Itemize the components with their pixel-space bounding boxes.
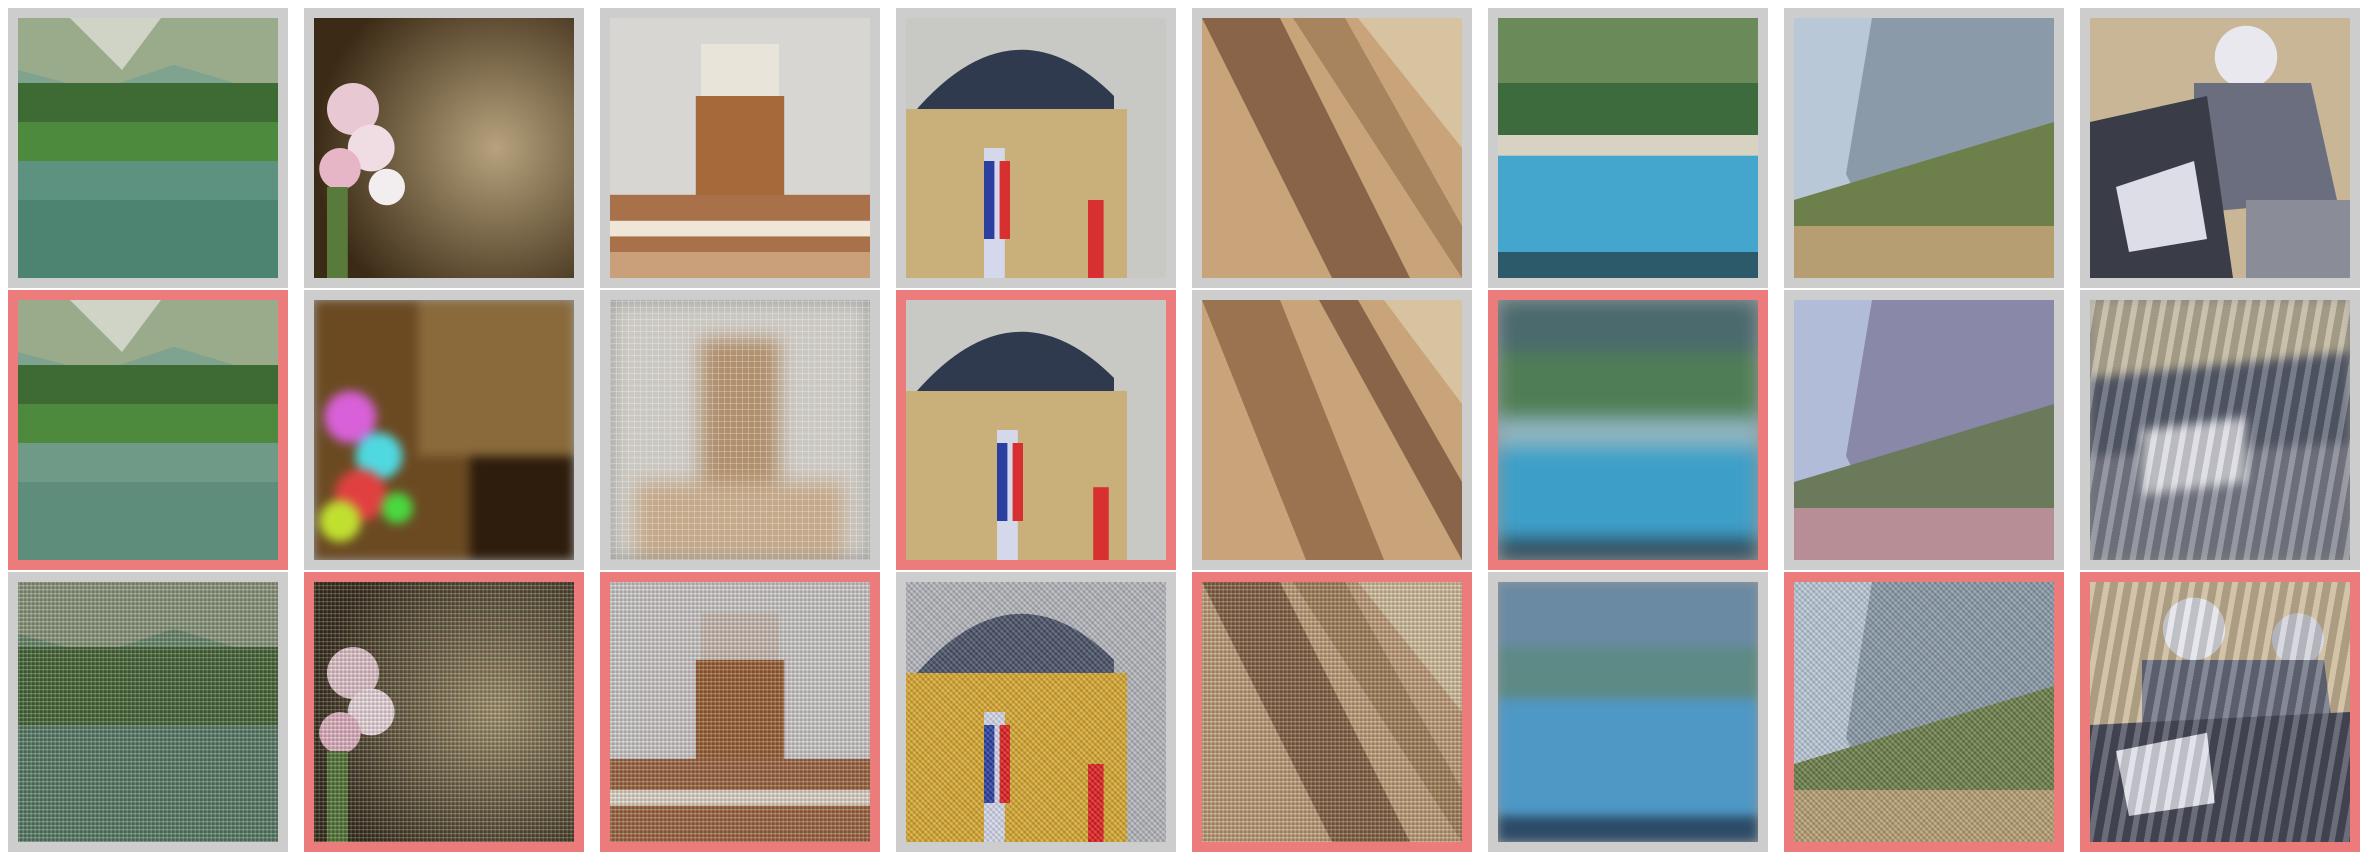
tile-r2-c2 [304,290,584,570]
lake-image [18,300,278,560]
scooter-rider-image [2090,300,2350,560]
tree-cliff-image [1794,582,2054,842]
tower-image [610,300,870,560]
lake-image [18,18,278,278]
scooter-rider-image [2090,18,2350,278]
flower-image [314,18,574,278]
tile-r3-c1 [8,572,288,852]
tower-image [610,582,870,842]
tile-r2-c6 [1488,290,1768,570]
tile-r3-c6 [1488,572,1768,852]
mosaic-image [1202,582,1462,842]
mosaic-image [1202,18,1462,278]
tile-r2-c4 [896,290,1176,570]
lake-image [18,582,278,842]
tree-cliff-image [1794,300,2054,560]
building-flag-image [906,18,1166,278]
tile-r1-c5 [1192,8,1472,288]
tile-r3-c2 [304,572,584,852]
tree-cliff-image [1794,18,2054,278]
building-flag-image [906,582,1166,842]
building-flag-image [906,300,1166,560]
tile-r3-c3 [600,572,880,852]
tile-r1-c2 [304,8,584,288]
tile-r1-c4 [896,8,1176,288]
tile-r1-c3 [600,8,880,288]
tile-r1-c8 [2080,8,2360,288]
tile-r1-c7 [1784,8,2064,288]
tower-image [610,18,870,278]
tile-r2-c8 [2080,290,2360,570]
tile-r1-c6 [1488,8,1768,288]
tile-r2-c5 [1192,290,1472,570]
tile-r3-c4 [896,572,1176,852]
flower-image [314,300,574,560]
tile-r3-c5 [1192,572,1472,852]
tile-r3-c7 [1784,572,2064,852]
tile-r2-c1 [8,290,288,570]
shore-image [1498,582,1758,842]
flower-image [314,582,574,842]
tile-r2-c7 [1784,290,2064,570]
tile-r2-c3 [600,290,880,570]
tile-r3-c8 [2080,572,2360,852]
shore-image [1498,18,1758,278]
shore-image [1498,300,1758,560]
tile-r1-c1 [8,8,288,288]
mosaic-image [1202,300,1462,560]
scooter-rider-image [2090,582,2350,842]
